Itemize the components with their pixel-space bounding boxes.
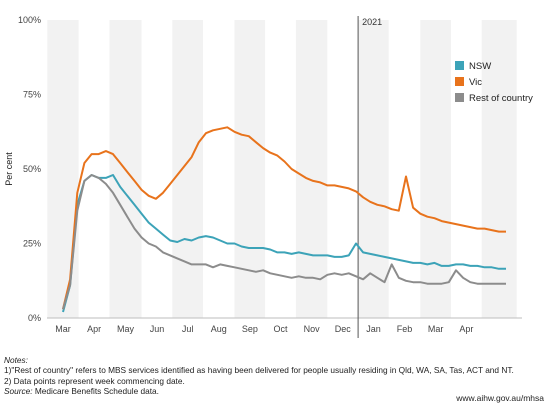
note-2: 2) Data points represent week commencing…	[4, 375, 185, 386]
legend-label: NSW	[469, 61, 491, 72]
year-marker-label: 2021	[362, 17, 382, 27]
line-chart: 0% 25% 50% 75% 100% Per cent Mar Apr May Jun Jul Au…	[4, 15, 533, 338]
month-band	[141, 20, 173, 318]
x-tick-label: Feb	[397, 324, 413, 334]
x-tick-label: Apr	[87, 324, 101, 334]
series-line-nsw	[62, 174, 506, 313]
x-tick-label: Apr	[459, 324, 473, 334]
source-label: Source:	[4, 386, 33, 397]
legend: NSW Vic Rest of country	[455, 61, 533, 104]
x-tick-label: May	[117, 324, 135, 334]
legend-label: Vic	[469, 77, 482, 88]
series-lines	[62, 126, 506, 313]
series-line-vic	[62, 126, 506, 310]
x-tick-label: Jan	[366, 324, 381, 334]
x-tick-label: Jul	[182, 324, 194, 334]
y-tick-label: 75%	[23, 90, 41, 100]
month-band	[234, 20, 266, 318]
x-tick-label: Aug	[211, 324, 227, 334]
month-band	[388, 20, 421, 318]
x-tick-label: Nov	[304, 324, 321, 334]
chart-svg: 0% 25% 50% 75% 100% Per cent Mar Apr May Jun Jul Au…	[4, 15, 533, 338]
legend-swatch	[455, 77, 464, 86]
x-tick-label: Oct	[274, 324, 289, 334]
y-tick-label: 100%	[18, 15, 41, 25]
note-1: 1)"Rest of country" refers to MBS servic…	[4, 365, 514, 376]
month-band	[358, 20, 389, 318]
legend-swatch	[455, 61, 464, 70]
x-tick-label: Jun	[150, 324, 165, 334]
source-text: Medicare Benefits Schedule data.	[32, 386, 159, 397]
month-band	[47, 20, 79, 318]
y-axis-title: Per cent	[4, 152, 14, 186]
legend-label: Rest of country	[469, 93, 533, 104]
source-url[interactable]: www.aihw.gov.au/mhsa	[456, 393, 544, 403]
y-tick-label: 0%	[28, 313, 41, 323]
series-line-rest-of-country	[62, 174, 506, 310]
x-axis: Mar Apr May Jun Jul Aug Sep Oct Nov Dec Jan Feb Mar A…	[55, 324, 473, 334]
x-tick-label: Sep	[242, 324, 258, 334]
legend-swatch	[455, 93, 464, 102]
month-band	[203, 20, 235, 318]
month-band	[327, 20, 359, 318]
month-band	[172, 20, 204, 318]
y-tick-label: 25%	[23, 239, 41, 249]
month-bands	[47, 20, 517, 318]
y-tick-label: 50%	[23, 164, 41, 174]
source-note: Source: Medicare Benefits Schedule data.	[4, 386, 544, 396]
chart-notes: Notes: 1)"Rest of country" refers to MBS…	[4, 355, 544, 397]
x-tick-label: Mar	[55, 324, 71, 334]
x-tick-label: Mar	[428, 324, 444, 334]
notes-heading: Notes:	[4, 355, 28, 365]
x-tick-label: Dec	[335, 324, 352, 334]
month-band	[295, 20, 328, 318]
month-band	[420, 20, 451, 318]
y-axis: 0% 25% 50% 75% 100%	[18, 15, 41, 323]
